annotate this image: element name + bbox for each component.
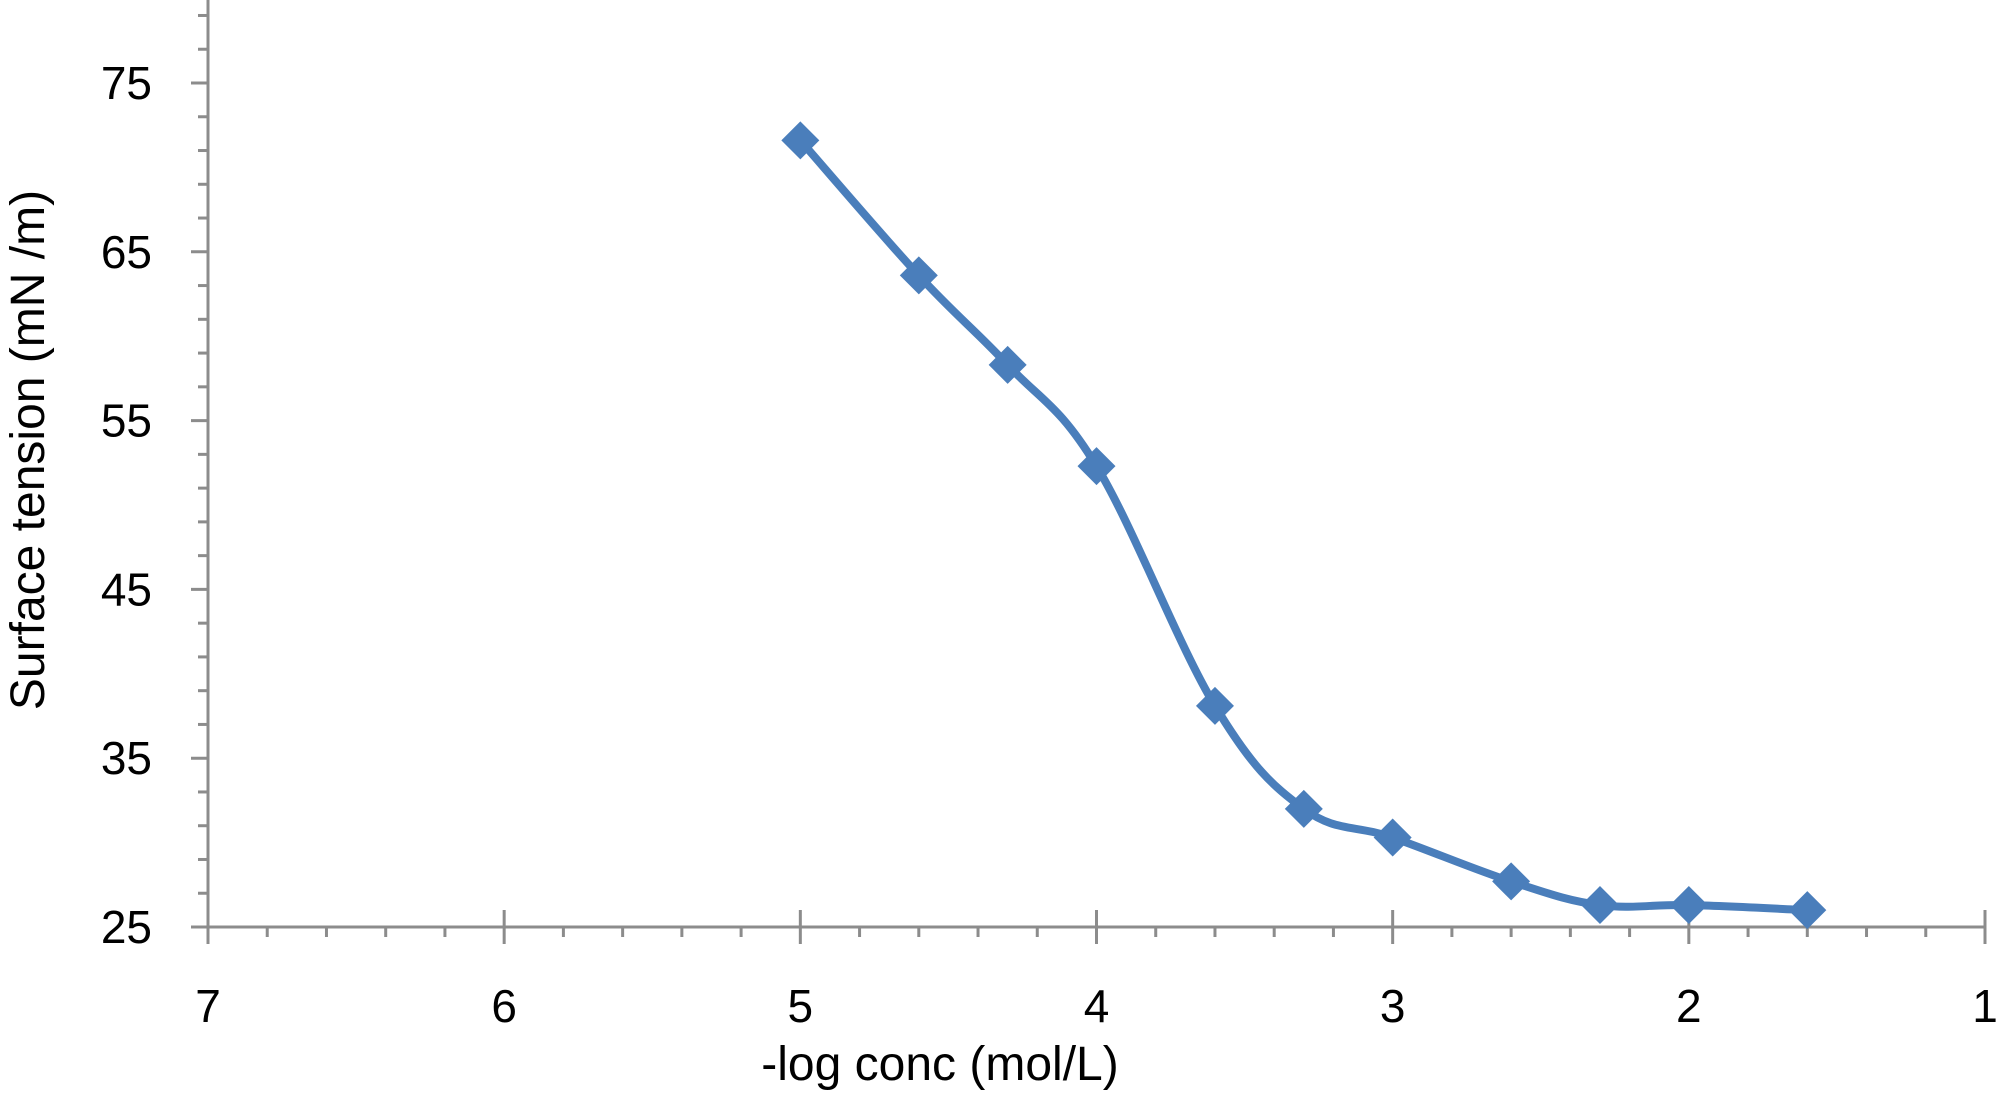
x-tick-label: 1 bbox=[1972, 980, 1998, 1032]
y-tick-label: 75 bbox=[101, 57, 152, 109]
data-point-marker bbox=[1284, 789, 1323, 828]
x-tick-label: 3 bbox=[1380, 980, 1406, 1032]
data-point-marker bbox=[1669, 886, 1708, 925]
x-axis-title: -log conc (mol/L) bbox=[761, 1038, 1118, 1091]
y-tick-label: 65 bbox=[101, 226, 152, 278]
data-point-marker bbox=[1373, 818, 1412, 857]
ticks bbox=[191, 13, 1987, 944]
data-point-marker bbox=[1788, 891, 1827, 930]
x-tick-label: 7 bbox=[195, 980, 221, 1032]
data-point-marker bbox=[1492, 862, 1531, 901]
y-axis-title: Surface tension (mN /m) bbox=[2, 190, 55, 710]
y-tick-label: 45 bbox=[101, 563, 152, 615]
y-tick-label: 55 bbox=[101, 395, 152, 447]
series bbox=[781, 121, 1827, 930]
data-point-marker bbox=[988, 345, 1027, 384]
x-tick-label: 2 bbox=[1676, 980, 1702, 1032]
x-tick-label: 5 bbox=[788, 980, 814, 1032]
x-tick-label: 4 bbox=[1084, 980, 1110, 1032]
x-tick-label: 6 bbox=[491, 980, 517, 1032]
data-point-marker bbox=[899, 256, 938, 295]
y-tick-label: 25 bbox=[101, 901, 152, 953]
data-point-marker bbox=[1077, 447, 1116, 486]
y-tick-label: 35 bbox=[101, 732, 152, 784]
data-point-marker bbox=[781, 121, 820, 160]
data-point-marker bbox=[1580, 886, 1619, 925]
data-point-marker bbox=[1195, 686, 1234, 725]
